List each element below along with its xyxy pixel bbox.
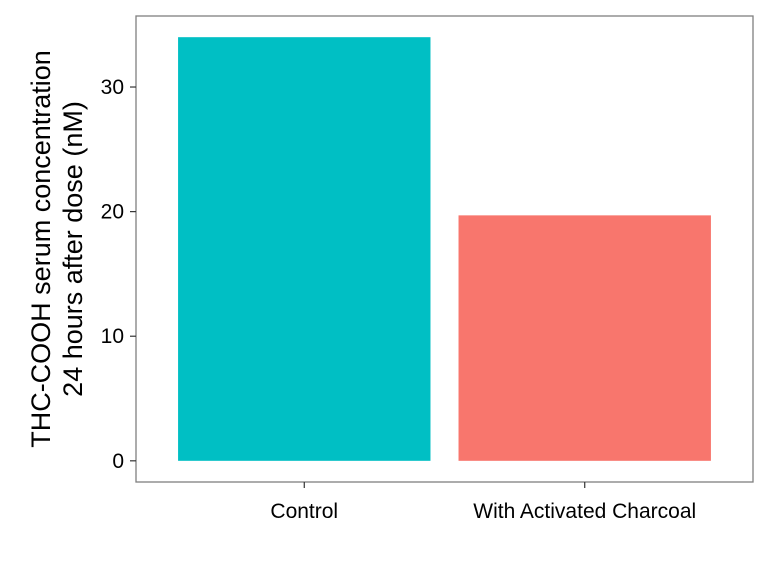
plot-frame <box>135 15 754 483</box>
y-tick-label: 10 <box>101 325 124 348</box>
bar-with-activated-charcoal <box>458 215 711 461</box>
x-tick-label: Control <box>270 500 338 523</box>
y-tick-label: 30 <box>101 76 124 99</box>
y-tick-label: 0 <box>112 450 124 473</box>
y-tick-label: 20 <box>101 201 124 224</box>
y-axis: 0 10 20 30 <box>101 76 136 473</box>
bars-layer <box>178 37 711 461</box>
y-axis-title: THC-COOH serum concentration 24 hours af… <box>26 50 88 448</box>
x-axis: Control With Activated Charcoal <box>270 482 696 523</box>
y-axis-title-line-2: 24 hours after dose (nM) <box>58 101 88 397</box>
x-tick-label: With Activated Charcoal <box>473 500 696 523</box>
y-axis-title-line-1: THC-COOH serum concentration <box>26 50 56 448</box>
bar-control <box>178 37 431 461</box>
